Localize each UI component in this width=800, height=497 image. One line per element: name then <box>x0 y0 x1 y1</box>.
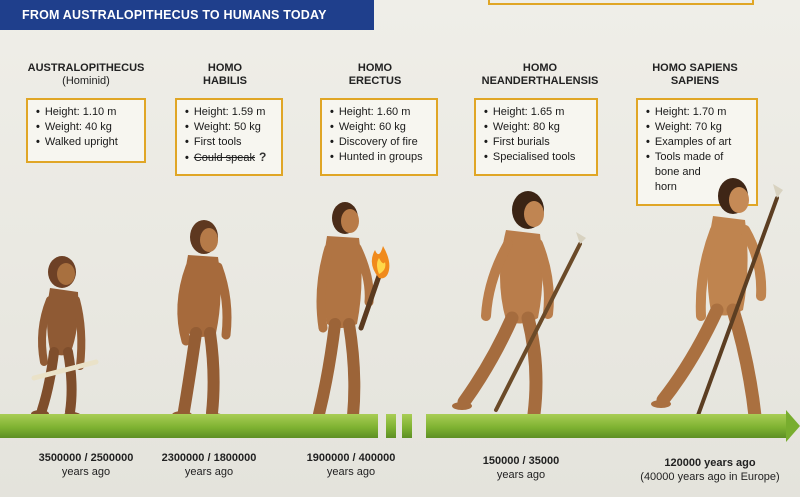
torch-icon <box>358 246 390 331</box>
homo-erectus-figure <box>307 202 390 424</box>
stage-name: AUSTRALOPITHECUS <box>27 62 145 74</box>
fact-item: • Height: 1.10 m <box>36 106 117 118</box>
spear-icon <box>695 184 783 420</box>
date-erectus: 1900000 / 400000 years ago <box>306 452 396 478</box>
stage-heading-neanderthalensis: HOMO NEANDERTHALENSIS <box>470 62 610 88</box>
fact-item: • First tools <box>185 136 242 148</box>
date-australopithecus: 3500000 / 2500000 years ago <box>38 452 134 478</box>
stage-subtitle: HABILIS <box>203 75 247 87</box>
stage-heading-sapiens: HOMO SAPIENS SAPIENS <box>630 62 760 88</box>
fact-item: • Weight: 80 kg <box>484 121 560 133</box>
stage-name: HOMO <box>522 62 558 74</box>
poster-title: FROM AUSTRALOPITHECUS TO HUMANS TODAY <box>0 0 374 30</box>
fact-box-neanderthalensis: • Height: 1.65 m • Weight: 80 kg • First bu… <box>474 98 598 176</box>
timeline-break <box>386 414 396 438</box>
fact-item: • Weight: 70 kg <box>646 121 722 133</box>
date-sapiens: 120000 years ago (40000 years ago in Euro… <box>640 457 780 483</box>
stage-name: HOMO <box>207 62 243 74</box>
fact-item: • Weight: 50 kg <box>185 121 261 133</box>
fact-box-erectus: • Height: 1.60 m • Weight: 60 kg • Discover… <box>320 98 438 176</box>
homo-sapiens-sapiens-figure <box>651 178 783 424</box>
stage-name: HOMO <box>357 62 393 74</box>
australopithecus-figure <box>31 256 99 420</box>
fact-item: • Tools made of <box>646 151 724 163</box>
fact-item: • Weight: 60 kg <box>330 121 406 133</box>
fact-item: • Discovery of fire <box>330 136 418 148</box>
fact-item: • First burials <box>484 136 550 148</box>
fact-item: • Height: 1.70 m <box>646 106 727 118</box>
stage-subtitle: NEANDERTHALENSIS <box>481 75 599 87</box>
timeline-segment <box>426 414 786 438</box>
stage-subtitle: ERECTUS <box>348 75 402 87</box>
stage-subtitle: (Hominid) <box>62 75 110 87</box>
fact-item-continued: •bone and <box>654 166 701 178</box>
timeline-break <box>402 414 412 438</box>
top-frame-edge <box>488 0 754 5</box>
fact-item: • Hunted in groups <box>330 151 423 163</box>
fact-item: • Specialised tools <box>484 151 576 163</box>
fact-item: • Height: 1.59 m <box>185 106 266 118</box>
date-habilis: 2300000 / 1800000 years ago <box>161 452 257 478</box>
fact-item: • Could speak? <box>185 150 267 164</box>
homo-habilis-figure <box>172 220 232 421</box>
fact-item: • Height: 1.60 m <box>330 106 411 118</box>
fact-item: • Examples of art <box>646 136 732 148</box>
fact-item-continued: •horn <box>654 181 677 193</box>
fact-box-habilis: • Height: 1.59 m • Weight: 50 kg • First to… <box>175 98 283 176</box>
question-mark: ? <box>259 150 267 164</box>
fact-item: • Height: 1.65 m <box>484 106 565 118</box>
stage-name: HOMO SAPIENS <box>652 62 738 74</box>
fact-box-sapiens: • Height: 1.70 m • Weight: 70 kg • Examples… <box>636 98 758 206</box>
stage-subtitle: SAPIENS <box>670 75 720 87</box>
stage-heading-erectus: HOMO ERECTUS <box>320 62 430 88</box>
fact-box-australopithecus: • Height: 1.10 m • Weight: 40 kg • Walked u… <box>26 98 146 163</box>
stage-heading-habilis: HOMO HABILIS <box>170 62 280 88</box>
timeline-arrowhead-icon <box>786 410 800 442</box>
fact-item: • Walked upright <box>36 136 118 148</box>
spear-icon <box>494 232 586 412</box>
date-neanderthalensis: 150000 / 35000 years ago <box>482 455 560 481</box>
stage-heading-australopithecus: AUSTRALOPITHECUS (Hominid) <box>20 62 152 88</box>
timeline-segment <box>0 414 378 438</box>
fact-item: • Weight: 40 kg <box>36 121 112 133</box>
bone-club-icon <box>31 359 99 381</box>
homo-neanderthalensis-figure <box>452 191 586 422</box>
